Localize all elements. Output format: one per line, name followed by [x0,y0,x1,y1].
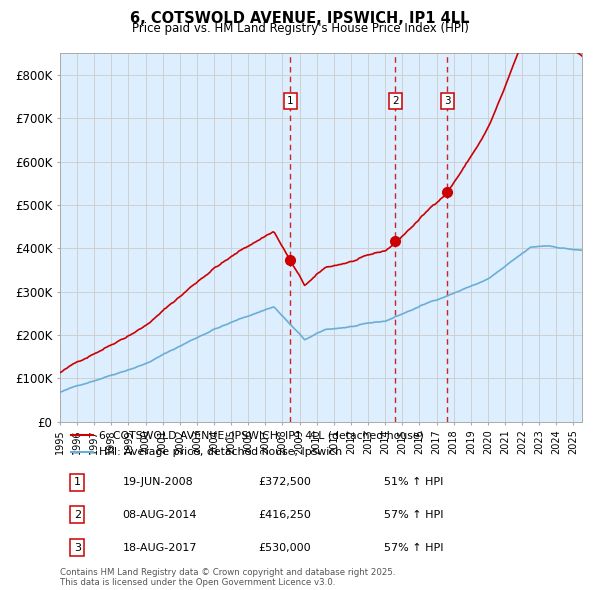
Text: This data is licensed under the Open Government Licence v3.0.: This data is licensed under the Open Gov… [60,578,335,587]
Text: 08-AUG-2014: 08-AUG-2014 [122,510,197,520]
Text: 1: 1 [74,477,81,487]
Text: 57% ↑ HPI: 57% ↑ HPI [383,543,443,553]
Text: 2: 2 [74,510,81,520]
Text: 19-JUN-2008: 19-JUN-2008 [122,477,193,487]
Text: HPI: Average price, detached house, Ipswich: HPI: Average price, detached house, Ipsw… [99,447,342,457]
Text: 18-AUG-2017: 18-AUG-2017 [122,543,197,553]
Text: £530,000: £530,000 [259,543,311,553]
Text: £372,500: £372,500 [259,477,311,487]
Text: 6, COTSWOLD AVENUE, IPSWICH, IP1 4LL: 6, COTSWOLD AVENUE, IPSWICH, IP1 4LL [130,11,470,25]
Text: 3: 3 [74,543,81,553]
Text: 6, COTSWOLD AVENUE, IPSWICH, IP1 4LL (detached house): 6, COTSWOLD AVENUE, IPSWICH, IP1 4LL (de… [99,430,424,440]
Text: 3: 3 [444,96,451,106]
Text: 51% ↑ HPI: 51% ↑ HPI [383,477,443,487]
Text: Price paid vs. HM Land Registry's House Price Index (HPI): Price paid vs. HM Land Registry's House … [131,22,469,35]
Text: 1: 1 [287,96,294,106]
Text: Contains HM Land Registry data © Crown copyright and database right 2025.: Contains HM Land Registry data © Crown c… [60,568,395,576]
Text: £416,250: £416,250 [259,510,311,520]
Text: 2: 2 [392,96,399,106]
Text: 57% ↑ HPI: 57% ↑ HPI [383,510,443,520]
